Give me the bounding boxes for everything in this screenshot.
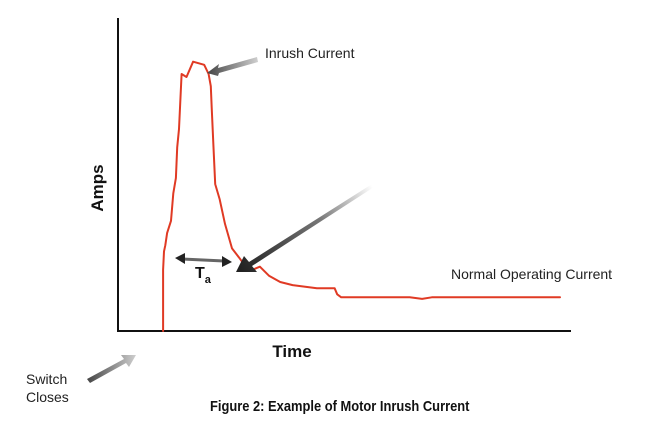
switch-label-line2: Closes	[26, 389, 69, 405]
figure-caption: Figure 2: Example of Motor Inrush Curren…	[210, 398, 470, 415]
x-axis-label: Time	[272, 342, 311, 361]
duration-label: Ta	[195, 265, 212, 286]
axes	[117, 18, 571, 332]
duration-annotation: Ta	[175, 253, 232, 286]
duration-label-subscript: a	[205, 274, 212, 286]
switch-annotation: Switch Closes	[26, 355, 136, 405]
switch-arrow-icon	[87, 355, 136, 383]
normal-current-label: Normal Operating Current	[451, 266, 612, 282]
inrush-annotation: Inrush Current	[207, 45, 355, 76]
inrush-arrow-icon	[207, 57, 258, 76]
inrush-label: Inrush Current	[265, 45, 355, 61]
pointer-arrow-icon	[236, 184, 374, 272]
duration-arrow-right-icon	[222, 256, 232, 267]
y-axis-label: Amps	[88, 164, 107, 211]
duration-arrow-shaft	[181, 257, 225, 263]
switch-label-line1: Switch	[26, 371, 67, 387]
series-layer	[162, 60, 561, 332]
current-curve-series-0	[162, 60, 561, 332]
duration-arrow-left-icon	[175, 253, 185, 264]
